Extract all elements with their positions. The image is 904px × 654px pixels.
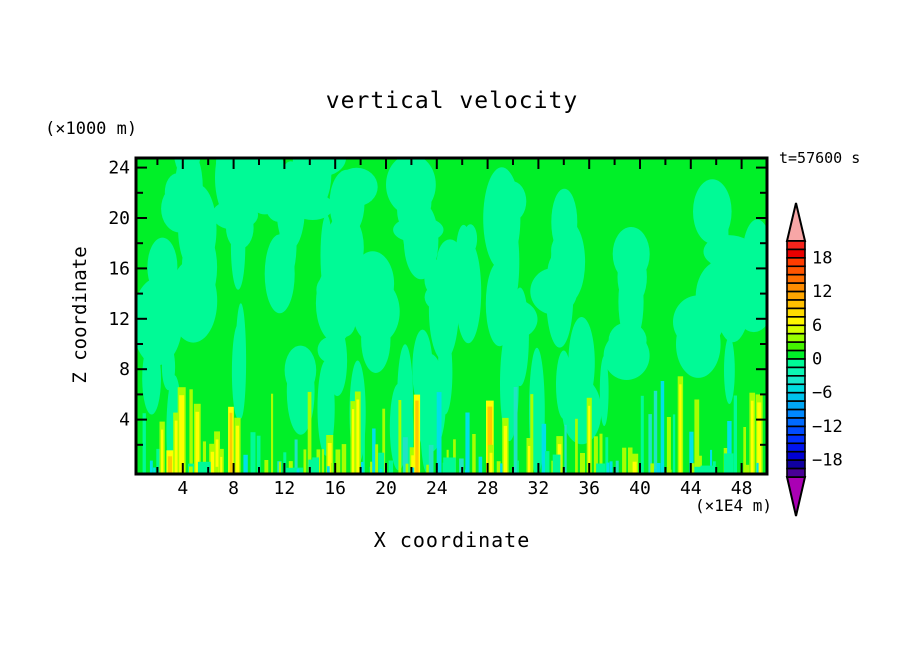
- colorbar-band: [786, 341, 806, 352]
- x-tick-label: 32: [528, 478, 550, 499]
- x-axis-unit-label: (×1E4 m): [695, 496, 773, 515]
- x-tick-label: 36: [578, 478, 600, 499]
- x-tick-label: 28: [477, 478, 499, 499]
- colorbar-tick-label: 18: [812, 248, 832, 268]
- x-tick-label: 8: [228, 478, 239, 499]
- x-tick-label: 40: [629, 478, 651, 499]
- x-tick-label: 48: [731, 478, 753, 499]
- colorbar-tick-label: −18: [812, 451, 843, 471]
- y-tick-label: 20: [108, 208, 130, 229]
- colorbar-band: [786, 383, 806, 394]
- x-tick-labels: 4 8 12 16 20 24 28 32 36 40 44 48: [177, 478, 752, 499]
- x-axis-title: X coordinate: [373, 528, 531, 552]
- colorbar-tick-label: −6: [812, 383, 832, 403]
- colorbar-band: [786, 400, 806, 411]
- colorbar-tick-label: 12: [812, 282, 832, 302]
- colorbar-over-arrow: [785, 202, 807, 242]
- plot-frame: [134, 156, 769, 476]
- y-tick-label: 4: [119, 410, 130, 431]
- colorbar-band: [786, 332, 806, 343]
- x-tick-label: 4: [177, 478, 188, 499]
- colorbar-band: [786, 299, 806, 310]
- page-title: vertical velocity: [325, 88, 579, 114]
- colorbar-band: [786, 442, 806, 453]
- colorbar-band: [786, 265, 806, 276]
- colorbar-band: [786, 257, 806, 268]
- colorbar-band: [786, 316, 806, 327]
- colorbar-band: [786, 240, 806, 251]
- colorbar-band: [786, 349, 806, 360]
- colorbar-band: [786, 450, 806, 461]
- x-tick-label: 24: [426, 478, 448, 499]
- colorbar-band: [786, 467, 806, 478]
- colorbar: [785, 202, 807, 517]
- x-tick-label: 16: [324, 478, 346, 499]
- colorbar-band: [786, 307, 806, 318]
- colorbar-tick-label: 0: [812, 350, 822, 370]
- colorbar-under-arrow: [785, 476, 807, 517]
- y-tick-label: 24: [108, 158, 130, 179]
- colorbar-band: [786, 366, 806, 377]
- contour-field: [136, 158, 767, 474]
- colorbar-labels: 18 12 6 0 −6 −12 −18: [812, 248, 843, 470]
- colorbar-tick-label: −12: [812, 417, 843, 437]
- colorbar-band: [786, 459, 806, 470]
- y-tick-label: 12: [108, 309, 130, 330]
- y-axis-unit-label: (×1000 m): [45, 119, 138, 139]
- colorbar-band: [786, 282, 806, 293]
- colorbar-band: [786, 408, 806, 419]
- x-tick-label: 20: [375, 478, 397, 499]
- y-tick-label: 16: [108, 258, 130, 279]
- colorbar-band: [786, 375, 806, 386]
- x-tick-label: 12: [274, 478, 296, 499]
- colorbar-band: [786, 391, 806, 402]
- axis-ticks: [136, 158, 767, 474]
- colorbar-band: [786, 425, 806, 436]
- y-tick-labels: 24 20 16 12 8 4: [108, 158, 130, 431]
- colorbar-band: [786, 273, 806, 284]
- colorbar-tick-label: 6: [812, 316, 822, 336]
- colorbar-band: [786, 324, 806, 335]
- x-tick-label: 44: [680, 478, 702, 499]
- colorbar-band: [786, 417, 806, 428]
- colorbar-band: [786, 248, 806, 259]
- colorbar-band: [786, 290, 806, 301]
- time-label: t=57600 s: [779, 149, 861, 167]
- colorbar-band: [786, 358, 806, 369]
- colorbar-band: [786, 434, 806, 445]
- y-tick-label: 8: [119, 359, 130, 380]
